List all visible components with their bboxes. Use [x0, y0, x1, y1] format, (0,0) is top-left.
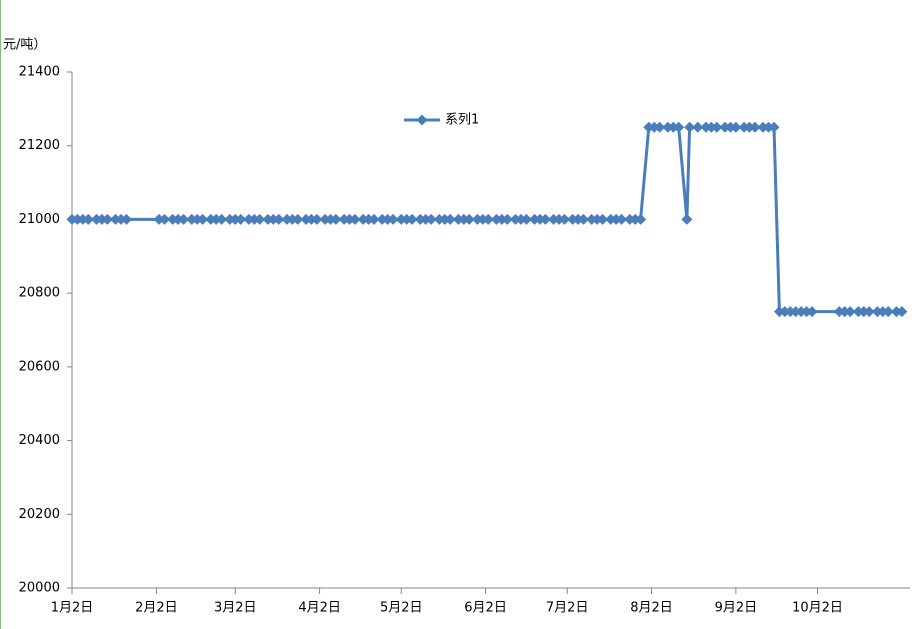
- marker: [768, 121, 780, 133]
- legend-label: 系列1: [445, 113, 479, 128]
- y-tick-label: 20200: [19, 507, 60, 522]
- marker: [273, 213, 285, 225]
- y-axis-label: 元/吨）: [3, 38, 46, 53]
- marker: [681, 213, 693, 225]
- marker: [482, 213, 494, 225]
- y-tick-label: 20600: [19, 359, 60, 374]
- y-tick-label: 21200: [19, 138, 60, 153]
- y-tick-label: 20000: [19, 581, 60, 596]
- marker: [806, 306, 818, 318]
- y-tick-label: 20800: [19, 286, 60, 301]
- marker: [101, 213, 113, 225]
- marker: [216, 213, 228, 225]
- marker: [673, 121, 685, 133]
- marker: [178, 213, 190, 225]
- marker: [406, 213, 418, 225]
- marker: [330, 213, 342, 225]
- marker: [444, 213, 456, 225]
- marker: [654, 121, 666, 133]
- marker: [749, 121, 761, 133]
- marker: [597, 213, 609, 225]
- marker: [692, 121, 704, 133]
- legend-marker: [416, 114, 428, 126]
- marker: [558, 213, 570, 225]
- x-tick-label: 7月2日: [546, 601, 589, 616]
- marker: [254, 213, 266, 225]
- marker: [730, 121, 742, 133]
- marker: [368, 213, 380, 225]
- x-tick-label: 5月2日: [380, 601, 423, 616]
- x-tick-label: 4月2日: [298, 601, 341, 616]
- x-tick-label: 3月2日: [214, 601, 257, 616]
- marker: [684, 121, 696, 133]
- marker: [425, 213, 437, 225]
- marker: [539, 213, 551, 225]
- y-tick-label: 21400: [19, 65, 60, 80]
- x-tick-label: 6月2日: [464, 601, 507, 616]
- marker: [349, 213, 361, 225]
- marker: [711, 121, 723, 133]
- marker: [882, 306, 894, 318]
- marker: [235, 213, 247, 225]
- marker: [292, 213, 304, 225]
- marker: [387, 213, 399, 225]
- marker: [520, 213, 532, 225]
- marker: [159, 213, 171, 225]
- marker: [616, 213, 628, 225]
- x-tick-label: 10月2日: [792, 601, 843, 616]
- y-tick-label: 20400: [19, 433, 60, 448]
- marker: [311, 213, 323, 225]
- x-tick-label: 1月2日: [51, 601, 94, 616]
- x-tick-label: 8月2日: [630, 601, 673, 616]
- marker: [896, 306, 908, 318]
- marker: [120, 213, 132, 225]
- marker: [197, 213, 209, 225]
- marker: [463, 213, 475, 225]
- marker: [844, 306, 856, 318]
- marker: [578, 213, 590, 225]
- x-tick-label: 9月2日: [715, 601, 758, 616]
- marker: [82, 213, 94, 225]
- marker: [635, 213, 647, 225]
- x-tick-label: 2月2日: [135, 601, 178, 616]
- y-tick-label: 21000: [19, 212, 60, 227]
- marker: [501, 213, 513, 225]
- marker: [863, 306, 875, 318]
